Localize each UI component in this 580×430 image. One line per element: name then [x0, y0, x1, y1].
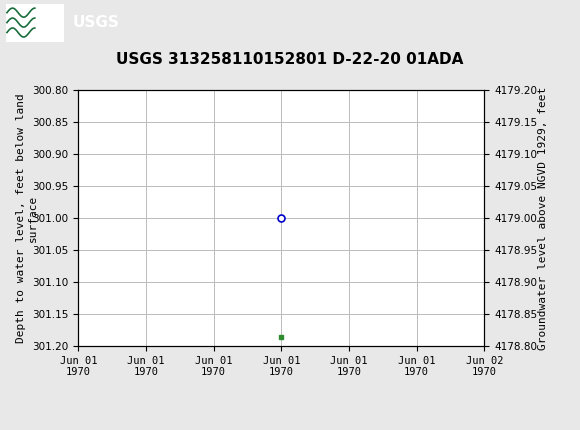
Legend: Period of approved data: Period of approved data — [191, 429, 371, 430]
Text: USGS: USGS — [72, 15, 119, 30]
Bar — [6, 3, 64, 42]
Y-axis label: Depth to water level, feet below land
surface: Depth to water level, feet below land su… — [16, 93, 38, 343]
Text: USGS 313258110152801 D-22-20 01ADA: USGS 313258110152801 D-22-20 01ADA — [117, 52, 463, 67]
Y-axis label: Groundwater level above NGVD 1929, feet: Groundwater level above NGVD 1929, feet — [538, 86, 548, 350]
